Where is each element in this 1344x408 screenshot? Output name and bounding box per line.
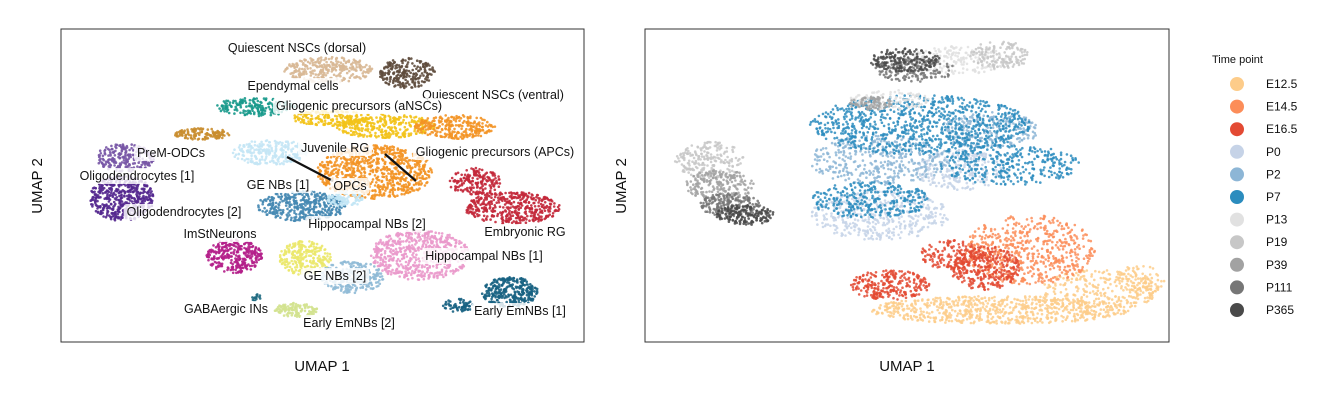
legend-swatch-e14-5: [1230, 100, 1244, 114]
cluster-label-juvenile-rg: Juvenile RG: [301, 141, 369, 155]
cluster-points-imstneurons: [205, 239, 263, 275]
umap-clusters-panel: Quiescent NSCs (dorsal)Quiescent NSCs (v…: [29, 29, 584, 375]
timepoint-points: [674, 41, 1165, 325]
timepoint-legend: Time point E12.5 E14.5 E16.5 P0 P2 P7 P13 P19 P3…: [1212, 54, 1298, 317]
cluster-points-embryonic-rg: [466, 191, 561, 225]
cluster-label-opcs: OPCs: [333, 179, 366, 193]
legend-swatch-p111: [1230, 280, 1244, 294]
cluster-label-gabaergic-ins: GABAergic INs: [184, 302, 268, 316]
cluster-label-oligodendrocytes-2: Oligodendrocytes [2]: [127, 205, 242, 219]
legend-label-e16-5: E16.5: [1266, 122, 1298, 136]
cluster-label-hippocampal-nbs-1: Hippocampal NBs [1]: [425, 249, 542, 263]
legend-label-e14-5: E14.5: [1266, 100, 1298, 114]
cluster-label-ependymal-cells: Ependymal cells: [247, 79, 338, 93]
legend-label-p365: P365: [1266, 303, 1294, 317]
cluster-points-timepoint-e12-5: [871, 295, 1129, 325]
cluster-label-hippocampal-nbs-2: Hippocampal NBs [2]: [308, 217, 425, 231]
cluster-points-prem-odcs: [174, 127, 230, 141]
cluster-label-gliogenic-precursors-apcs: Gliogenic precursors (APCs): [416, 145, 574, 159]
legend-swatch-e16-5: [1230, 122, 1244, 136]
cluster-label-quiescent-nscs-dorsal: Quiescent NSCs (dorsal): [228, 41, 366, 55]
legend-swatch-p7: [1230, 190, 1244, 204]
legend-swatch-e12-5: [1230, 77, 1244, 91]
legend-title: Time point: [1212, 54, 1263, 66]
cluster-points-embryonic-rg: [449, 167, 502, 196]
cluster-points-gliogenic-precursors-apcs: [414, 114, 496, 140]
legend-label-p19: P19: [1266, 235, 1288, 249]
legend-label-e12-5: E12.5: [1266, 77, 1298, 91]
cluster-label-embryonic-rg: Embryonic RG: [484, 225, 565, 239]
x-axis-title-right: UMAP 1: [879, 358, 935, 375]
cluster-label-prem-odcs: PreM-ODCs: [137, 146, 205, 160]
cluster-label-ge-nbs-2: GE NBs [2]: [304, 269, 367, 283]
y-axis-title-right: UMAP 2: [613, 158, 630, 214]
legend-label-p2: P2: [1266, 167, 1281, 181]
legend-swatch-p2: [1230, 167, 1244, 181]
cluster-points-early-emnbs-1: [442, 298, 474, 313]
legend-swatch-p0: [1230, 145, 1244, 159]
cluster-points-timepoint-p39: [686, 169, 755, 200]
cluster-label-ge-nbs-1: GE NBs [1]: [247, 178, 310, 192]
x-axis-title-left: UMAP 1: [294, 358, 350, 375]
cluster-label-early-emnbs-2: Early EmNBs [2]: [303, 316, 395, 330]
legend-swatch-p39: [1230, 258, 1244, 272]
cluster-points-timepoint-p7: [940, 144, 1080, 186]
cluster-label-imstneurons: ImStNeurons: [184, 227, 257, 241]
cluster-label-oligodendrocytes-1: Oligodendrocytes [1]: [80, 169, 195, 183]
legend-label-p39: P39: [1266, 258, 1288, 272]
cluster-label-early-emnbs-1: Early EmNBs [1]: [474, 304, 566, 318]
legend-swatch-p13: [1230, 213, 1244, 227]
legend-swatch-p19: [1230, 235, 1244, 249]
legend-label-p0: P0: [1266, 145, 1281, 159]
cluster-points-gabaergic-ins: [251, 293, 261, 302]
legend-swatch-p365: [1230, 303, 1244, 317]
y-axis-title-left: UMAP 2: [29, 158, 46, 214]
cluster-points-timepoint-e16-5: [850, 269, 930, 300]
legend-label-p111: P111: [1266, 280, 1293, 294]
cluster-points-timepoint-p365: [716, 204, 775, 226]
cluster-label-gliogenic-precursors-anscs: Gliogenic precursors (aNSCs): [276, 99, 442, 113]
legend-label-p7: P7: [1266, 190, 1281, 204]
cluster-points-quiescent-nscs-ventral: [379, 57, 436, 89]
umap-timepoint-panel: UMAP 1 UMAP 2: [613, 29, 1169, 375]
legend-label-p13: P13: [1266, 213, 1288, 227]
